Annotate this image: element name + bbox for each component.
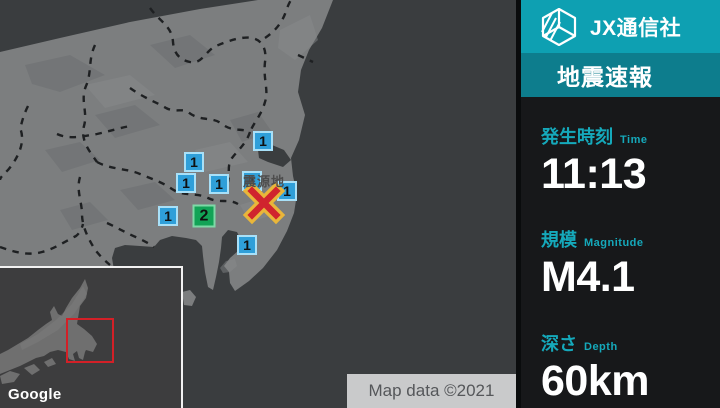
intensity-badge-2: 2 [192, 204, 216, 228]
google-watermark: Google [8, 386, 62, 403]
brand-bar: JX通信社 [521, 0, 720, 53]
inset-map: Google [0, 266, 183, 408]
time-value: 11:13 [541, 150, 647, 198]
magnitude-label-ja: 規模 [541, 230, 577, 251]
epicenter-label: 震源地 [243, 174, 286, 189]
magnitude-value: M4.1 [541, 253, 635, 302]
time-block: 発生時刻 Time 11:13 [541, 123, 720, 198]
depth-label-ja: 深さ [541, 333, 577, 354]
alert-title: 地震速報 [557, 64, 653, 90]
depth-value: 60km [541, 356, 649, 405]
map-terrain [0, 0, 333, 352]
jx-press-logo-icon [541, 7, 577, 46]
intensity-badge-1: 1 [209, 174, 229, 194]
intensity-badge-1: 1 [176, 173, 196, 193]
intensity-badge-1: 1 [237, 235, 257, 255]
depth-block: 深さ Depth 60km [541, 330, 720, 405]
inset-focus-frame [66, 318, 114, 363]
intensity-badge-1: 1 [158, 206, 178, 226]
inset-japan-shape [0, 279, 114, 384]
brand-name: JX通信社 [590, 16, 682, 40]
map-attribution: Map data ©2021 [347, 374, 516, 408]
alert-title-band: 地震速報 [521, 53, 720, 97]
intensity-badge-1: 1 [253, 131, 273, 151]
time-label-ja: 発生時刻 [541, 127, 613, 147]
epicenter-marker [242, 181, 286, 225]
intensity-badge-1: 1 [242, 171, 262, 191]
depth-label-en: Depth [584, 340, 618, 353]
info-sidebar: JX通信社 地震速報 発生時刻 Time 11:13 規模 Magnitude … [516, 0, 720, 408]
magnitude-block: 規模 Magnitude M4.1 [541, 226, 720, 301]
quake-info-panel: 発生時刻 Time 11:13 規模 Magnitude M4.1 深さ Dep… [521, 123, 720, 405]
magnitude-label-en: Magnitude [584, 237, 644, 250]
time-label-en: Time [620, 134, 648, 146]
intensity-badge-1: 1 [184, 152, 204, 172]
